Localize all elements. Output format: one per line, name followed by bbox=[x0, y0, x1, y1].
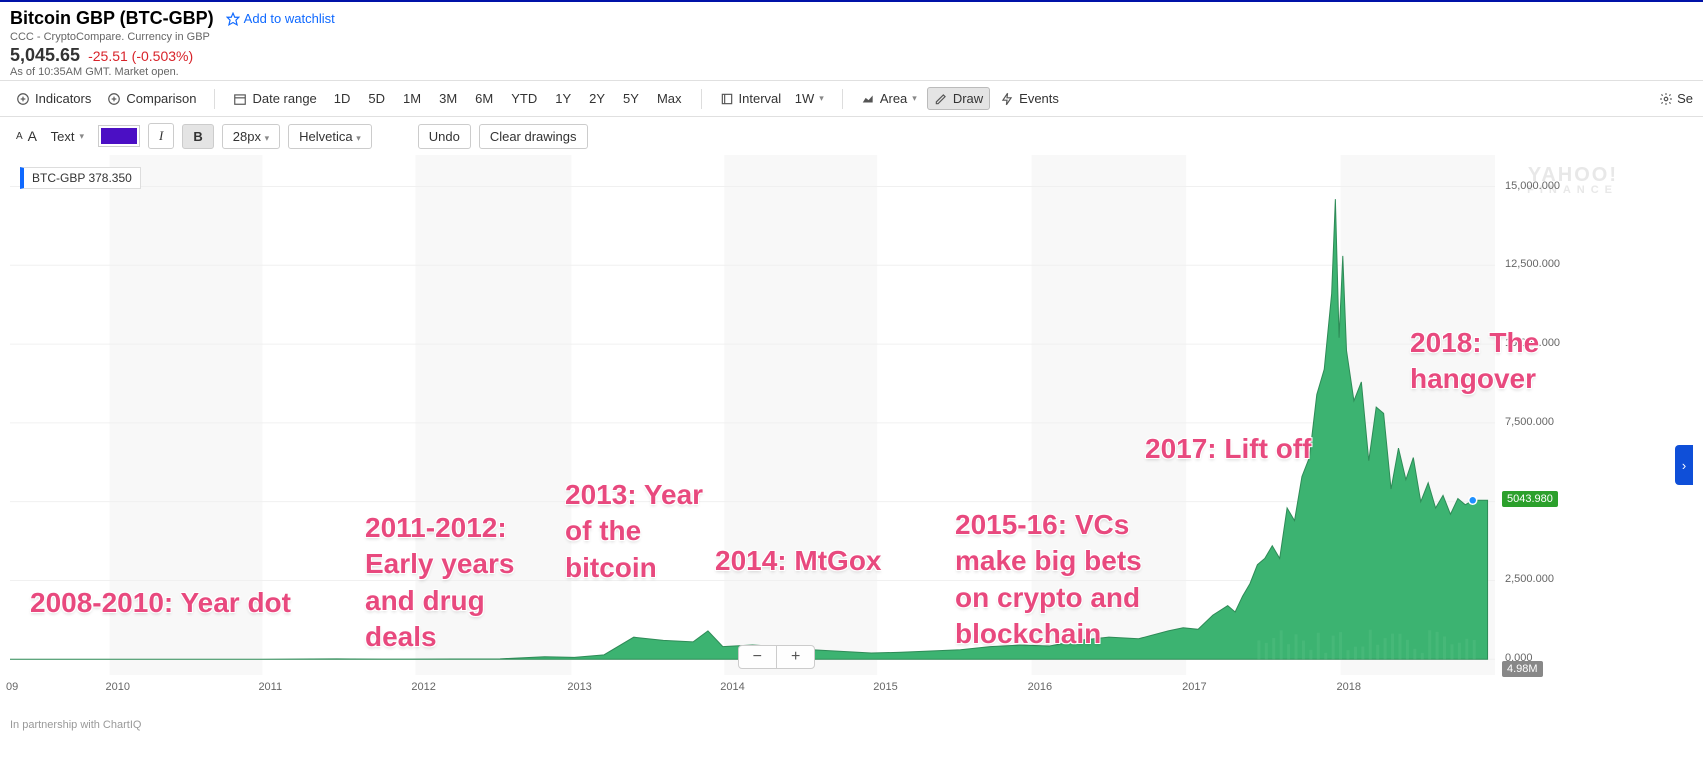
draw-button[interactable]: Draw bbox=[927, 87, 990, 110]
chart-annotation[interactable]: 2014: MtGox bbox=[715, 543, 925, 579]
star-icon bbox=[226, 12, 240, 26]
watchlist-label: Add to watchlist bbox=[244, 11, 335, 26]
last-price: 5,045.65 bbox=[10, 45, 80, 66]
area-icon bbox=[861, 92, 875, 106]
separator bbox=[842, 89, 843, 109]
y-axis-label: 15,000.000 bbox=[1505, 180, 1560, 192]
pencil-icon bbox=[934, 92, 948, 106]
instrument-title: Bitcoin GBP (BTC-GBP) bbox=[10, 8, 214, 29]
x-axis-label: 2015 bbox=[873, 681, 897, 693]
range-1d[interactable]: 1D bbox=[327, 88, 358, 109]
x-axis-label: 2017 bbox=[1182, 681, 1206, 693]
separator bbox=[214, 89, 215, 109]
x-axis-label: 2013 bbox=[567, 681, 591, 693]
chart-toolbar-draw: AA Text ▾ I B 28px ▾ Helvetica ▾ Undo Cl… bbox=[0, 117, 1703, 155]
range-1y[interactable]: 1Y bbox=[548, 88, 578, 109]
zoom-out-button[interactable]: − bbox=[739, 646, 777, 668]
italic-button[interactable]: I bbox=[148, 123, 174, 149]
bolt-icon bbox=[1000, 92, 1014, 106]
range-5d[interactable]: 5D bbox=[361, 88, 392, 109]
x-axis-label: 2012 bbox=[411, 681, 435, 693]
x-axis-label: 09 bbox=[6, 681, 18, 693]
zoom-in-button[interactable]: + bbox=[777, 646, 814, 668]
range-5y[interactable]: 5Y bbox=[616, 88, 646, 109]
ticker-badge: BTC-GBP 378.350 bbox=[20, 167, 141, 189]
range-3m[interactable]: 3M bbox=[432, 88, 464, 109]
gear-icon bbox=[1659, 92, 1673, 106]
price-change: -25.51 (-0.503%) bbox=[88, 48, 193, 64]
range-ytd[interactable]: YTD bbox=[504, 88, 544, 109]
current-price-badge: 5043.980 bbox=[1502, 491, 1558, 507]
y-axis-label: 7,500.000 bbox=[1505, 416, 1554, 428]
settings-button[interactable]: Se bbox=[1659, 91, 1693, 106]
x-axis-label: 2011 bbox=[258, 681, 282, 693]
fontfamily-select[interactable]: Helvetica ▾ bbox=[288, 124, 372, 149]
chart-annotation[interactable]: 2008-2010: Year dot bbox=[30, 585, 360, 621]
text-tool-button[interactable]: AA Text ▾ bbox=[10, 125, 90, 147]
chart-annotation[interactable]: 2013: Year of the bitcoin bbox=[565, 477, 725, 586]
chart-toolbar-primary: Indicators Comparison Date range 1D5D1M3… bbox=[0, 80, 1703, 117]
x-axis-label: 2016 bbox=[1028, 681, 1052, 693]
interval-button[interactable]: Interval 1W ▾ bbox=[714, 88, 830, 109]
bold-button[interactable]: B bbox=[182, 124, 213, 149]
calendar-icon bbox=[233, 92, 247, 106]
indicators-button[interactable]: Indicators bbox=[10, 88, 97, 109]
range-2y[interactable]: 2Y bbox=[582, 88, 612, 109]
range-list: 1D5D1M3M6MYTD1Y2Y5YMax bbox=[327, 88, 689, 109]
add-to-watchlist-link[interactable]: Add to watchlist bbox=[226, 11, 335, 26]
color-picker[interactable] bbox=[98, 125, 140, 147]
range-6m[interactable]: 6M bbox=[468, 88, 500, 109]
exchange-info: CCC - CryptoCompare. Currency in GBP bbox=[10, 31, 1693, 43]
chevron-down-icon: ▾ bbox=[912, 93, 917, 104]
chart-annotation[interactable]: 2018: The hangover bbox=[1410, 325, 1580, 398]
x-axis-label: 2010 bbox=[105, 681, 129, 693]
y-axis-label: 2,500.000 bbox=[1505, 573, 1554, 585]
separator bbox=[701, 89, 702, 109]
chart-annotation[interactable]: 2017: Lift off bbox=[1145, 431, 1365, 467]
chevron-down-icon: ▾ bbox=[79, 131, 84, 142]
comparison-button[interactable]: Comparison bbox=[101, 88, 202, 109]
charttype-button[interactable]: Area ▾ bbox=[855, 88, 923, 109]
fontsize-select[interactable]: 28px ▾ bbox=[222, 124, 280, 149]
range-1m[interactable]: 1M bbox=[396, 88, 428, 109]
volume-badge: 4.98M bbox=[1502, 661, 1543, 677]
chart-annotation[interactable]: 2015-16: VCs make big bets on crypto and… bbox=[955, 507, 1175, 653]
chart-annotation[interactable]: 2011-2012: Early years and drug deals bbox=[365, 510, 555, 656]
zoom-control: − + bbox=[738, 645, 816, 669]
range-max[interactable]: Max bbox=[650, 88, 689, 109]
interval-icon bbox=[720, 92, 734, 106]
x-axis-label: 2018 bbox=[1337, 681, 1361, 693]
y-axis-label: 12,500.000 bbox=[1505, 258, 1560, 270]
expand-right-button[interactable]: › bbox=[1675, 445, 1693, 485]
clear-drawings-button[interactable]: Clear drawings bbox=[479, 124, 588, 149]
chevron-down-icon: ▾ bbox=[819, 93, 824, 104]
undo-button[interactable]: Undo bbox=[418, 124, 471, 149]
daterange-button[interactable]: Date range bbox=[227, 88, 322, 109]
plus-circle-icon bbox=[107, 92, 121, 106]
chevron-down-icon: ▾ bbox=[265, 133, 270, 143]
plus-circle-icon bbox=[16, 92, 30, 106]
chevron-down-icon: ▾ bbox=[356, 133, 361, 143]
partnership-footer: In partnership with ChartIQ bbox=[0, 715, 1703, 735]
market-time: As of 10:35AM GMT. Market open. bbox=[10, 66, 1693, 78]
events-button[interactable]: Events bbox=[994, 88, 1065, 109]
chart-area[interactable]: BTC-GBP 378.350 YAHOO! FINANCE 0.0002,50… bbox=[10, 155, 1693, 715]
x-axis-label: 2014 bbox=[720, 681, 744, 693]
header: Bitcoin GBP (BTC-GBP) Add to watchlist C… bbox=[0, 2, 1703, 80]
